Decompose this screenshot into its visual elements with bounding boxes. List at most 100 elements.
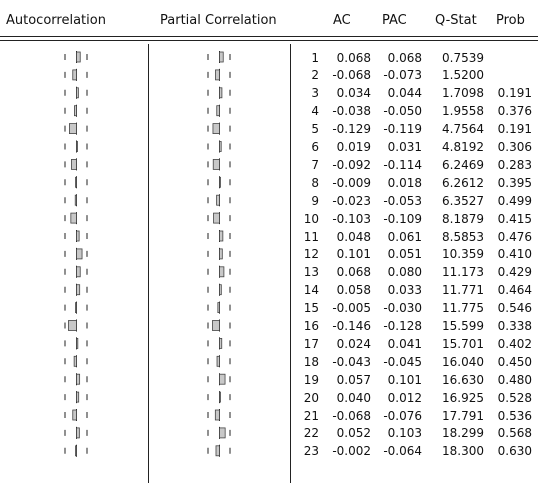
cell-lag-12: 12: [303, 247, 319, 262]
pac-bar-4: [216, 105, 220, 117]
ac-bar-9: [74, 194, 77, 206]
cell-lag-18: 18: [303, 354, 319, 369]
cell-lag-1: 1: [311, 50, 319, 65]
cell-ac-5: -0.129: [332, 122, 371, 137]
cell-q-16: 15.599: [442, 319, 484, 333]
cell-ac-19: 0.057: [336, 372, 371, 387]
cell-ac-18: -0.043: [332, 354, 371, 369]
cell-lag-21: 21: [303, 408, 319, 423]
cell-pac-23: -0.064: [383, 444, 422, 459]
cell-pac-19: 0.101: [387, 372, 422, 387]
cell-pac-18: -0.045: [383, 354, 422, 369]
cell-pac-2: -0.073: [383, 68, 422, 83]
cell-pac-8: 0.018: [387, 175, 422, 190]
pac-bar-8: [219, 176, 221, 188]
pac-bar-9: [216, 194, 220, 206]
cell-ac-22: 0.052: [336, 426, 371, 441]
cell-prob-19: 0.480: [497, 372, 532, 387]
cell-q-12: 10.359: [442, 247, 484, 262]
ac-bar-2: [72, 69, 77, 81]
cell-pac-17: 0.041: [387, 336, 422, 351]
cell-q-6: 4.8192: [442, 140, 484, 154]
pac-bar-14: [219, 284, 222, 296]
cell-q-20: 16.925: [442, 390, 484, 405]
cell-ac-17: 0.024: [336, 336, 371, 351]
cell-pac-20: 0.012: [387, 390, 422, 405]
cell-pac-12: 0.051: [387, 247, 422, 262]
cell-q-23: 18.300: [442, 444, 484, 459]
pac-bar-15: [217, 302, 220, 314]
cell-q-13: 11.173: [442, 265, 484, 280]
pac-bar-11: [219, 230, 224, 242]
ac-bar-22: [76, 427, 80, 439]
cell-lag-17: 17: [303, 336, 319, 351]
cell-lag-6: 6: [311, 140, 319, 154]
header-qstat: Q-Stat: [435, 13, 477, 28]
cell-prob-22: 0.568: [497, 426, 532, 441]
cell-ac-1: 0.068: [336, 50, 371, 65]
cell-q-9: 6.3527: [442, 193, 484, 208]
cell-ac-12: 0.101: [336, 247, 371, 262]
cell-q-19: 16.630: [442, 372, 484, 387]
cell-lag-5: 5: [311, 122, 319, 137]
header-prob: Prob: [496, 13, 525, 28]
cell-pac-22: 0.103: [387, 426, 422, 441]
cell-prob-10: 0.415: [497, 211, 532, 226]
cell-ac-4: -0.038: [332, 104, 371, 119]
cell-ac-3: 0.034: [336, 86, 371, 101]
cell-pac-5: -0.119: [383, 122, 422, 137]
cell-q-4: 1.9558: [442, 104, 484, 119]
header-partial-correlation: Partial Correlation: [160, 13, 277, 28]
cell-q-18: 16.040: [442, 354, 484, 369]
cell-prob-12: 0.410: [497, 247, 532, 262]
cell-lag-11: 11: [303, 229, 319, 244]
cell-pac-6: 0.031: [387, 140, 422, 154]
pac-bar-20: [219, 391, 221, 403]
cell-lag-23: 23: [303, 444, 319, 459]
ac-bar-23: [75, 445, 77, 457]
cell-pac-13: 0.080: [387, 265, 422, 280]
cell-prob-13: 0.429: [497, 265, 532, 280]
pac-bar-23: [215, 445, 220, 457]
cell-lag-7: 7: [311, 157, 319, 172]
pac-bar-5: [212, 123, 220, 134]
cell-pac-1: 0.068: [387, 50, 422, 65]
cell-ac-23: -0.002: [332, 444, 371, 459]
pac-bar-18: [216, 355, 220, 367]
cell-ac-16: -0.146: [332, 319, 371, 333]
ac-bar-5: [69, 123, 77, 134]
ac-bar-12: [76, 248, 83, 260]
cell-prob-18: 0.450: [497, 354, 532, 369]
cell-q-17: 15.701: [442, 336, 484, 351]
cell-prob-3: 0.191: [497, 86, 532, 101]
cell-ac-15: -0.005: [332, 301, 371, 316]
ac-bar-6: [76, 141, 78, 152]
cell-q-8: 6.2612: [442, 175, 484, 190]
cell-prob-14: 0.464: [497, 283, 532, 298]
cell-pac-3: 0.044: [387, 86, 422, 101]
pac-bar-22: [219, 427, 226, 439]
cell-lag-13: 13: [303, 265, 319, 280]
cell-lag-15: 15: [303, 301, 319, 316]
cell-ac-13: 0.068: [336, 265, 371, 280]
cell-prob-6: 0.306: [497, 140, 532, 154]
ac-bar-11: [76, 230, 80, 242]
cell-ac-8: -0.009: [332, 175, 371, 190]
cell-ac-11: 0.048: [336, 229, 371, 244]
pac-bar-7: [212, 158, 220, 170]
cell-prob-9: 0.499: [497, 193, 532, 208]
cell-ac-20: 0.040: [336, 390, 371, 405]
cell-ac-2: -0.068: [332, 68, 371, 83]
pac-bar-10: [213, 212, 220, 224]
ac-bar-4: [74, 105, 77, 117]
cell-lag-14: 14: [303, 283, 319, 298]
cell-lag-4: 4: [311, 104, 319, 119]
cell-lag-22: 22: [303, 426, 319, 441]
ac-bar-18: [73, 355, 77, 367]
ac-bar-3: [76, 87, 79, 99]
cell-lag-2: 2: [311, 68, 319, 83]
cell-prob-20: 0.528: [497, 390, 532, 405]
pac-bar-1: [219, 51, 224, 63]
cell-prob-7: 0.283: [497, 157, 532, 172]
